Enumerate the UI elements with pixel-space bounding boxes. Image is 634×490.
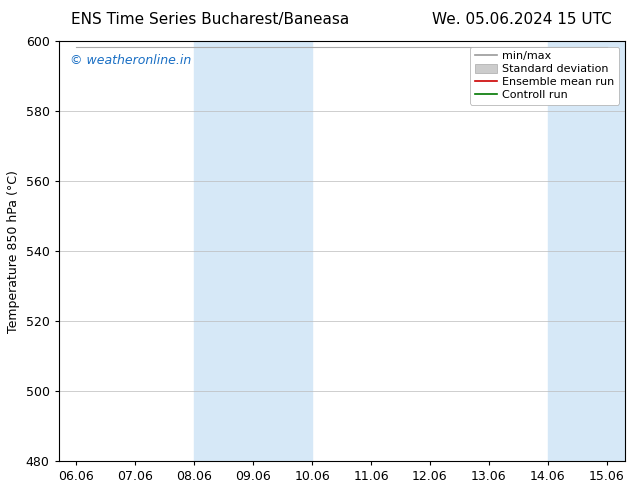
Text: We. 05.06.2024 15 UTC: We. 05.06.2024 15 UTC: [432, 12, 612, 27]
Bar: [194, 41, 312, 461]
Legend: min/max, Standard deviation, Ensemble mean run, Controll run: min/max, Standard deviation, Ensemble me…: [470, 47, 619, 104]
Bar: [548, 41, 634, 461]
Text: ENS Time Series Bucharest/Baneasa: ENS Time Series Bucharest/Baneasa: [71, 12, 349, 27]
Y-axis label: Temperature 850 hPa (°C): Temperature 850 hPa (°C): [7, 170, 20, 333]
Text: © weatheronline.in: © weatheronline.in: [70, 54, 191, 67]
